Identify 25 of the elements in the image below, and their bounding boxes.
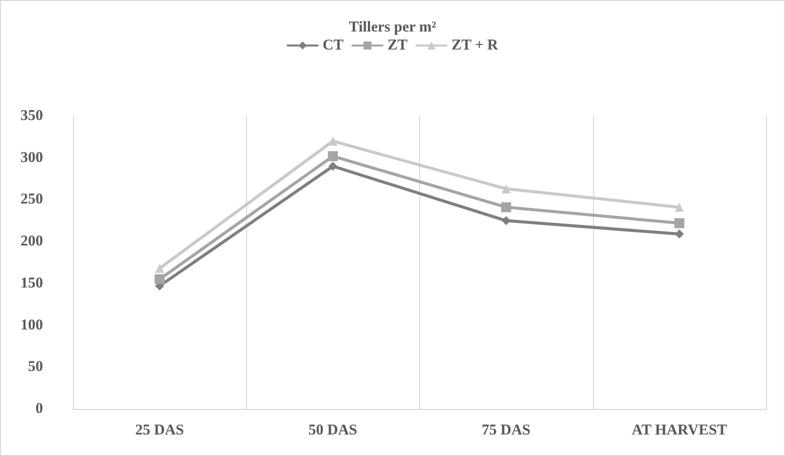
legend-label: CT [322, 38, 344, 54]
legend-label: ZT + R [451, 38, 498, 54]
y-tick-label: 250 [20, 192, 43, 208]
x-tick-label: AT HARVEST [632, 422, 727, 438]
point [674, 202, 684, 212]
y-tick-label: 200 [20, 234, 43, 250]
point [155, 264, 164, 273]
y-tick-label: 100 [20, 317, 43, 334]
point [501, 202, 512, 212]
point [154, 274, 165, 284]
x-tick-label: 50 DAS [308, 422, 358, 438]
x-tick-label: 25 DAS [135, 422, 184, 438]
point [502, 184, 511, 194]
y-tick-label: 50 [28, 359, 43, 376]
y-tick-label: 0 [36, 401, 43, 417]
chart-title: Tillers per m² [348, 20, 437, 36]
y-tick-label: 150 [20, 275, 43, 292]
x-tick-label: 75 DAS [482, 422, 531, 438]
legend-label: ZT [387, 38, 408, 54]
y-tick-label: 350 [20, 108, 43, 124]
point [674, 218, 684, 228]
point [328, 151, 338, 162]
point [328, 162, 338, 171]
point [328, 136, 338, 146]
y-tick-label: 300 [20, 150, 43, 166]
